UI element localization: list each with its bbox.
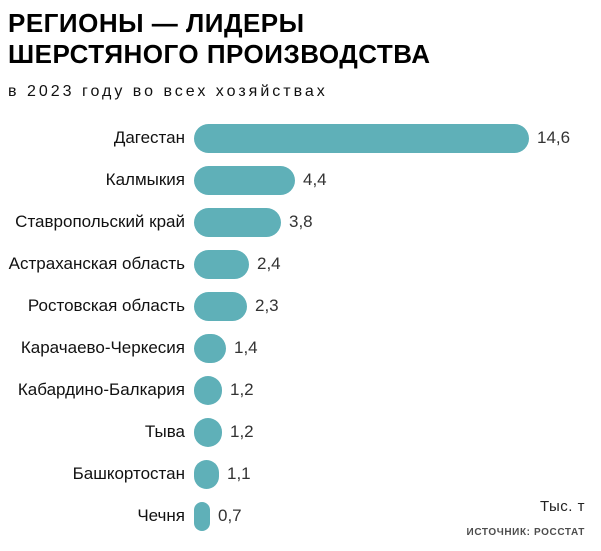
value-label: 1,2 (230, 380, 254, 400)
region-label: Астраханская область (8, 254, 185, 274)
value-label: 0,7 (218, 506, 242, 526)
value-bar (194, 123, 529, 153)
value-label: 2,3 (255, 296, 279, 316)
chart-subtitle: в 2023 году во всех хозяйствах (8, 83, 328, 101)
chart-title-line1: РЕГИОНЫ — ЛИДЕРЫ (8, 8, 305, 38)
value-bar (194, 165, 295, 195)
region-label: Ростовская область (27, 296, 185, 316)
chart-row: Карачаево-Черкесия 1,4 (0, 327, 601, 369)
value-label: 4,4 (303, 170, 327, 190)
chart-row: Ставропольский край 3,8 (0, 201, 601, 243)
region-label: Калмыкия (105, 170, 185, 190)
value-label: 1,4 (234, 338, 258, 358)
chart-row: Чечня 0,7 (0, 495, 601, 537)
chart-row: Тыва 1,2 (0, 411, 601, 453)
source-label: ИСТОЧНИК: РОССТАТ (466, 527, 585, 538)
chart-row: Ростовская область 2,3 (0, 285, 601, 327)
chart-row: Башкортостан 1,1 (0, 453, 601, 495)
chart-header: РЕГИОНЫ — ЛИДЕРЫ ШЕРСТЯНОГО ПРОИЗВОДСТВА… (0, 0, 601, 101)
chart-row: Астраханская область 2,4 (0, 243, 601, 285)
value-bar (194, 501, 210, 531)
unit-label: Тыс. т (540, 498, 585, 515)
value-label: 2,4 (257, 254, 281, 274)
value-bar (194, 333, 226, 363)
chart-row: Дагестан 14,6 (0, 117, 601, 159)
region-label: Ставропольский край (15, 212, 185, 232)
value-label: 14,6 (537, 128, 571, 148)
region-label: Чечня (137, 506, 185, 526)
region-label: Дагестан (113, 128, 185, 148)
value-bar (194, 459, 219, 489)
chart-row: Кабардино-Балкария 1,2 (0, 369, 601, 411)
region-label: Башкортостан (72, 464, 185, 484)
value-bar (194, 417, 222, 447)
value-label: 1,1 (227, 464, 251, 484)
value-bar (194, 375, 222, 405)
value-bar (194, 249, 249, 279)
value-bar (194, 291, 247, 321)
chart-title-line2: ШЕРСТЯНОГО ПРОИЗВОДСТВА (8, 38, 431, 69)
value-bar (194, 207, 281, 237)
chart-row: Калмыкия 4,4 (0, 159, 601, 201)
value-label: 1,2 (230, 422, 254, 442)
region-label: Кабардино-Балкария (17, 380, 185, 400)
region-label: Тыва (144, 422, 185, 442)
value-label: 3,8 (289, 212, 313, 232)
chart-title: РЕГИОНЫ — ЛИДЕРЫ ШЕРСТЯНОГО ПРОИЗВОДСТВА (8, 8, 591, 69)
chart-rows: Дагестан 14,6 Калмыкия 4,4 Ставропольский кр… (0, 117, 601, 537)
region-label: Карачаево-Черкесия (20, 338, 185, 358)
